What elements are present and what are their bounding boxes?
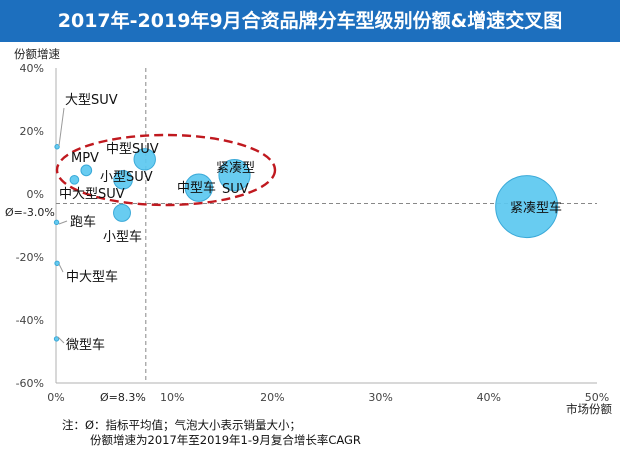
x-tick-label: 20%	[260, 391, 284, 404]
y-tick-label: 40%	[20, 62, 44, 75]
bubble-label: MPV	[71, 151, 99, 166]
title-bar	[0, 0, 620, 42]
bubble-point	[54, 260, 60, 267]
bubble-label: 大型SUV	[65, 93, 118, 108]
average-x-label: Ø=8.3%	[100, 391, 146, 404]
bubble-point	[113, 170, 133, 190]
bubble-label: 中型SUV	[106, 142, 159, 157]
bubble-point	[133, 148, 156, 171]
x-tick-label: 50%	[585, 391, 609, 404]
y-tick-label: -60%	[16, 377, 44, 390]
leader-line	[58, 220, 68, 225]
bubble-point	[184, 173, 213, 202]
y-axis-title: 份额增速	[14, 47, 60, 61]
bubble-label: 紧凑型	[216, 161, 255, 176]
bubble-label: 紧凑型车	[510, 200, 562, 216]
bubble-point	[218, 158, 251, 192]
y-tick-label: 20%	[20, 125, 44, 138]
bubble-label: 中型车	[177, 180, 216, 196]
bubble-label: SUV	[222, 182, 249, 197]
bubble-point	[69, 175, 80, 185]
x-tick-label: 40%	[477, 391, 501, 404]
bubble-point	[113, 203, 131, 222]
bubble-point	[80, 164, 93, 177]
leader-line	[58, 107, 65, 147]
leader-line	[58, 263, 64, 273]
bubble-label: 中大型车	[66, 269, 118, 285]
bubble-point	[53, 219, 60, 226]
note-line-2: 份额增速为2017年至2019年1-9月复合增长率CAGR	[90, 433, 361, 447]
x-axis-title: 市场份额	[566, 402, 612, 416]
x-tick-label: 30%	[368, 391, 392, 404]
bubble-point	[54, 144, 60, 150]
bubble-label: 跑车	[70, 214, 96, 230]
chart-title: 2017年-2019年9月合资品牌分车型级别份额&增速交叉图	[57, 10, 563, 32]
leader-line	[57, 336, 65, 344]
bubble-label: 小型车	[103, 229, 142, 245]
bubble-label: 中大型SUV	[59, 187, 125, 202]
y-tick-label: -40%	[16, 314, 44, 327]
bubble-point	[495, 175, 559, 239]
average-y-label: Ø=-3.0%	[5, 206, 55, 219]
note-line-1: 注：Ø：指标平均值；气泡大小表示销量大小；	[62, 418, 302, 432]
bubble-point	[53, 336, 60, 342]
x-tick-label: 0%	[47, 391, 64, 404]
y-tick-label: -20%	[16, 251, 44, 264]
bubble-label: 微型车	[66, 337, 105, 353]
bubble-label: 小型SUV	[100, 170, 153, 185]
highlight-ellipse	[55, 133, 277, 207]
x-tick-label: 10%	[160, 391, 184, 404]
y-tick-label: 0%	[27, 188, 44, 201]
